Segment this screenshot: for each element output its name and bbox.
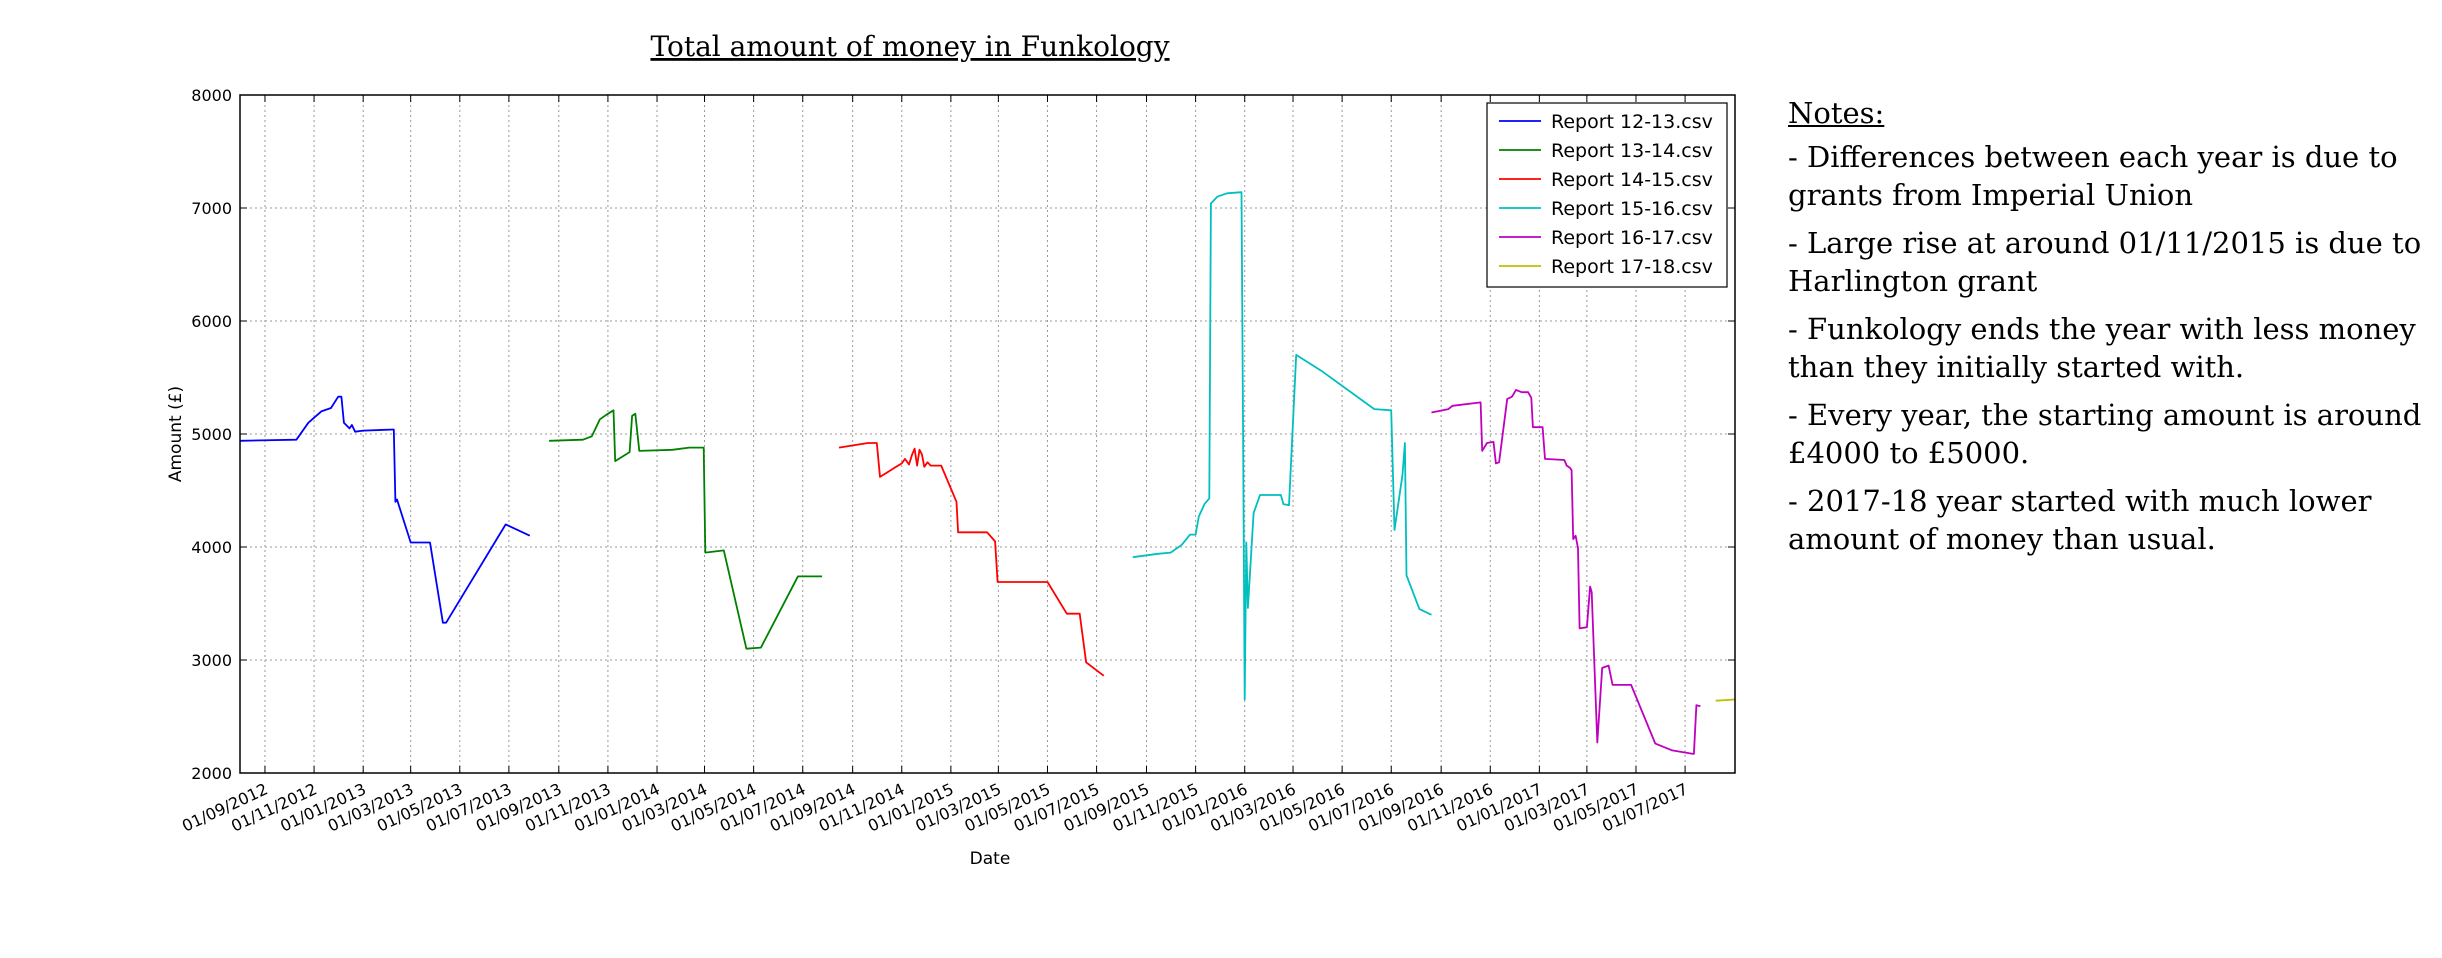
y-tick-label: 3000 — [191, 651, 232, 670]
legend-box — [1486, 102, 1728, 288]
series-line-5 — [1431, 388, 1701, 755]
y-axis-label: Amount (£) — [166, 386, 186, 482]
legend-label: Report 17-18.csv — [1551, 256, 1713, 278]
y-axis-ticks: 2000 3000 4000 5000 6000 7000 8000 — [191, 86, 1735, 783]
notes-panel: Notes: - Differences between each year i… — [1788, 94, 2428, 568]
note-item-4: - Every year, the starting amount is aro… — [1788, 398, 2422, 470]
y-tick-label: 8000 — [191, 86, 232, 105]
series-line-2 — [549, 409, 823, 650]
series-line-6 — [1715, 698, 1736, 702]
note-item-1: - Differences between each year is due t… — [1788, 140, 2398, 212]
y-tick-label: 2000 — [191, 764, 232, 783]
chart-title: Total amount of money in Funkology — [650, 30, 1169, 63]
series-lines — [239, 191, 1736, 755]
series-line-4 — [1132, 191, 1432, 701]
y-tick-label: 5000 — [191, 425, 232, 444]
series-line-1 — [239, 395, 531, 624]
x-axis-label: Date — [970, 849, 1011, 869]
note-item-5: - 2017-18 year started with much lower a… — [1788, 484, 2372, 556]
y-tick-label: 4000 — [191, 538, 232, 557]
series-line-3 — [838, 442, 1105, 677]
legend-label: Report 13-14.csv — [1551, 140, 1713, 162]
legend-label: Report 14-15.csv — [1551, 169, 1713, 191]
legend-label: Report 15-16.csv — [1551, 198, 1713, 220]
y-tick-label: 7000 — [191, 199, 232, 218]
note-item-2: - Large rise at around 01/11/2015 is due… — [1788, 226, 2422, 298]
grid — [240, 95, 1735, 773]
legend-label: Report 16-17.csv — [1551, 227, 1713, 249]
legend: Report 12-13.csv Report 13-14.csv Report 1… — [1486, 102, 1728, 288]
note-item-3: - Funkology ends the year with less mone… — [1788, 312, 2416, 384]
legend-label: Report 12-13.csv — [1551, 111, 1713, 133]
notes-heading: Notes: — [1788, 96, 1885, 130]
y-tick-label: 6000 — [191, 312, 232, 331]
